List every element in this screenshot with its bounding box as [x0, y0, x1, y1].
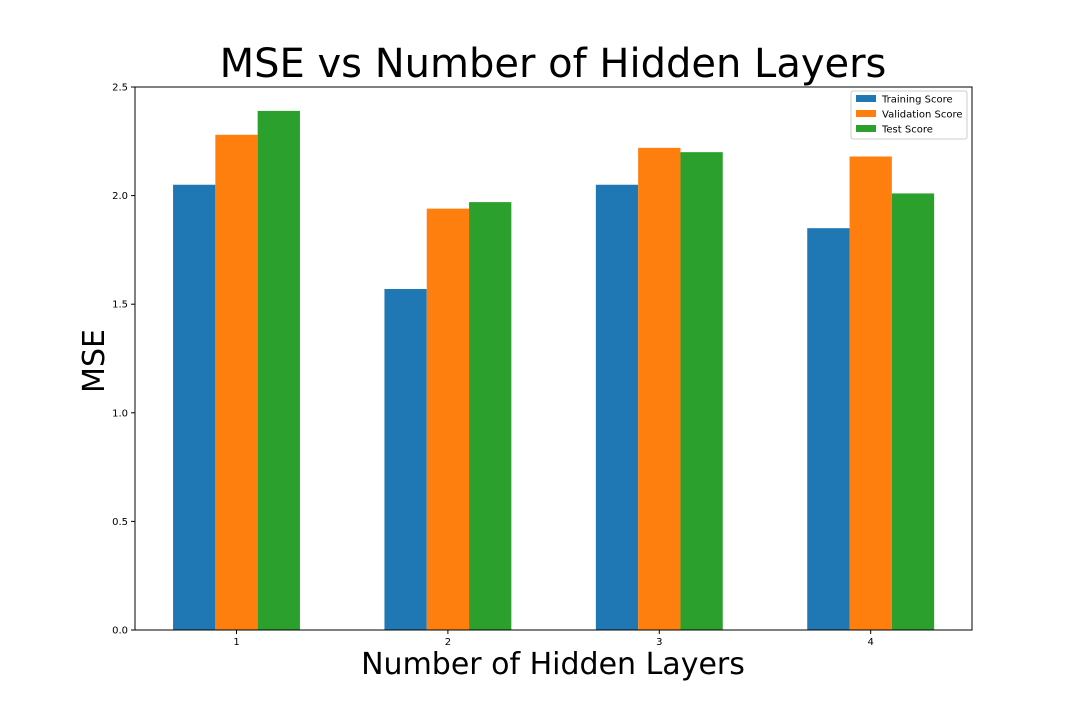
- bar-training-score-2: [384, 289, 427, 630]
- chart-title: MSE vs Number of Hidden Layers: [220, 41, 887, 87]
- legend: Training Score Validation Score Test Score: [850, 90, 968, 140]
- y-tick-label: 0.0: [112, 626, 128, 637]
- y-axis: 0.0 0.5 1.0 1.5 2.0 2.5: [112, 83, 135, 637]
- plot-frame: [134, 86, 973, 631]
- legend-box: [850, 90, 968, 140]
- bar-validation-score-1: [215, 134, 258, 630]
- x-tick-label: 4: [868, 637, 874, 648]
- bar-validation-score-2: [426, 208, 470, 630]
- x-tick-label: 1: [233, 637, 239, 648]
- bar-validation-score-3: [638, 147, 681, 630]
- legend-label: Training Score: [881, 95, 953, 106]
- x-axis-label: Number of Hidden Layers: [361, 647, 745, 682]
- x-axis: 1 2 3 4: [233, 630, 874, 648]
- bar-validation-score-4: [849, 156, 892, 630]
- bar-test-score-2: [469, 202, 512, 630]
- bar-test-score-1: [257, 110, 300, 630]
- y-axis-label: MSE: [77, 329, 112, 393]
- y-tick-label: 1.5: [112, 300, 128, 311]
- x-tick-label: 2: [445, 637, 451, 648]
- bars-group: [173, 110, 935, 631]
- bar-training-score-3: [595, 184, 639, 631]
- legend-swatch: [856, 95, 876, 102]
- y-tick-label: 2.5: [112, 83, 128, 94]
- legend-label: Validation Score: [882, 110, 963, 121]
- y-tick-label: 1.0: [112, 408, 128, 419]
- bar-training-score-1: [173, 184, 216, 631]
- legend-swatch: [856, 125, 876, 132]
- bar-test-score-4: [891, 193, 935, 630]
- bar-training-score-4: [807, 228, 850, 630]
- bar-test-score-3: [680, 152, 723, 630]
- legend-swatch: [856, 110, 876, 117]
- x-tick-label: 3: [656, 637, 662, 648]
- legend-label: Test Score: [881, 125, 933, 136]
- y-tick-label: 0.5: [112, 517, 128, 528]
- y-tick-label: 2.0: [112, 191, 128, 202]
